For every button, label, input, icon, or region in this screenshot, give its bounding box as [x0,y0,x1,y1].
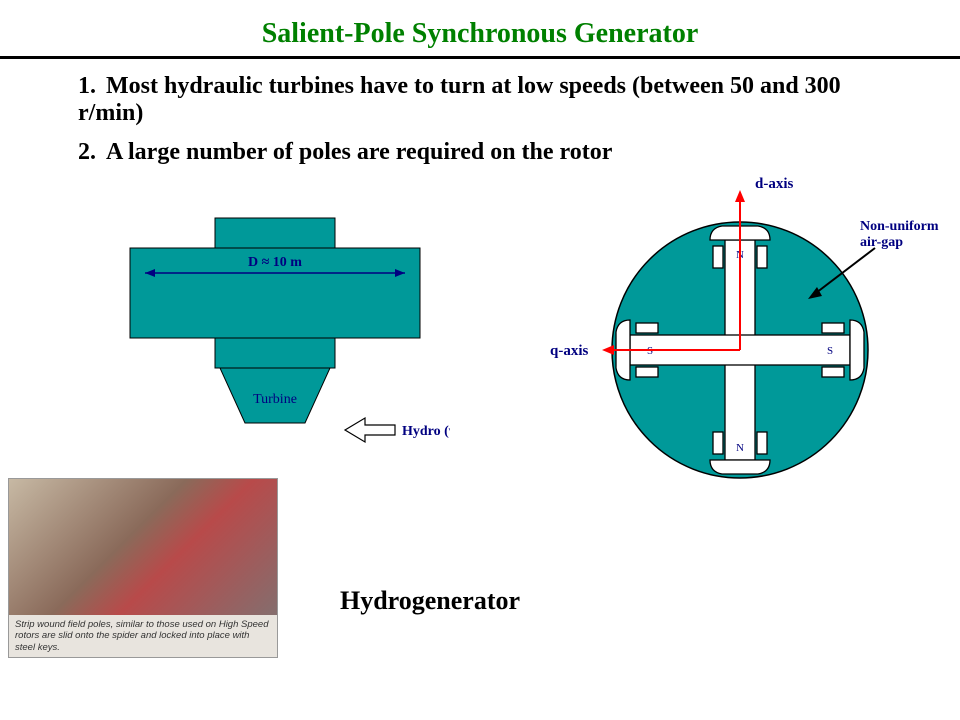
title-underline [0,56,960,59]
bullet-list: 1.Most hydraulic turbines have to turn a… [0,73,960,166]
airgap-label-1: Non-uniform [860,219,939,234]
photo-caption: Strip wound field poles, similar to thos… [9,615,277,657]
bullet-1: 1.Most hydraulic turbines have to turn a… [78,73,900,127]
turbine-label: Turbine [253,392,297,407]
turbine-diagram: D ≈ 10 m Turbine Hydro (water) [110,208,450,488]
pole-right: S [827,345,833,357]
bullet-2: 2.A large number of poles are required o… [78,139,900,166]
q-axis-label: q-axis [550,343,589,359]
d-axis-label: d-axis [755,176,794,192]
rotor-diagram: d-axis q-axis Non-uniform air-gap [530,168,950,498]
pole-bottom: N [736,442,744,454]
hydro-label: Hydro (water) [402,424,450,439]
bullet-2-num: 2. [78,139,106,166]
hydrogenerator-label: Hydrogenerator [340,586,520,616]
diagram-area: D ≈ 10 m Turbine Hydro (water) d-axis q-… [0,178,960,648]
bullet-1-num: 1. [78,73,106,100]
dimension-label: D ≈ 10 m [248,255,302,270]
bullet-1-text: Most hydraulic turbines have to turn at … [78,73,841,126]
rotor-photo: Strip wound field poles, similar to thos… [8,478,278,658]
airgap-label-2: air-gap [860,235,903,250]
page-title: Salient-Pole Synchronous Generator [0,0,960,50]
bullet-2-text: A large number of poles are required on … [106,139,612,165]
